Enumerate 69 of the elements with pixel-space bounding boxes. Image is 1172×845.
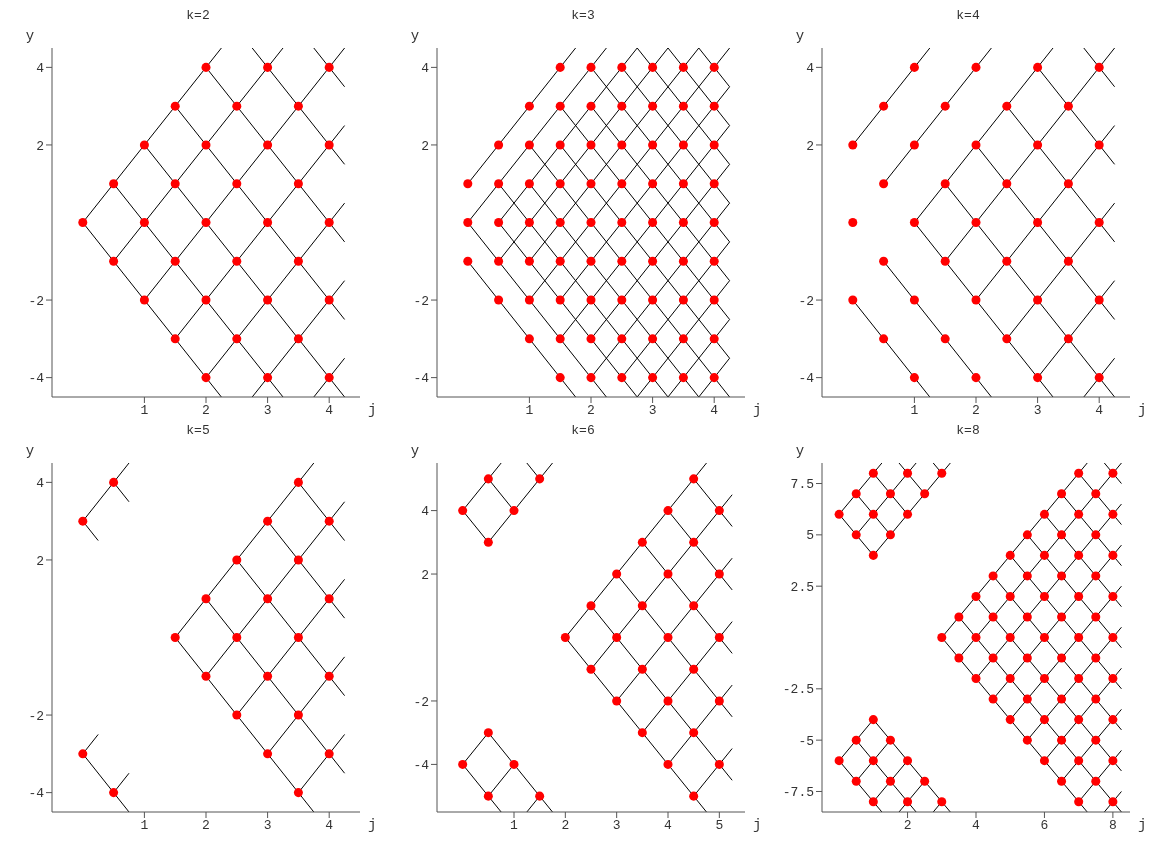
x-tick-label: 4 — [1095, 403, 1104, 419]
x-tick-label: 3 — [612, 818, 621, 834]
y-tick-label: -2 — [413, 694, 429, 710]
x-tick-label: 1 — [140, 818, 149, 834]
x-tick-label: 4 — [710, 403, 719, 419]
x-tick-label: 2 — [972, 403, 980, 419]
chart-title: k=6 — [570, 423, 596, 440]
x-tick-label: 2 — [561, 818, 570, 834]
y-tick-label: -2 — [798, 293, 814, 309]
x-axis-title: j — [368, 816, 377, 833]
y-tick-label: 4 — [421, 504, 430, 520]
x-tick-label: 1 — [140, 403, 149, 419]
y-tick-label: 4 — [806, 61, 815, 76]
y-axis-title: y — [410, 28, 420, 44]
y-tick-label: 4 — [36, 476, 45, 491]
y-axis-title: y — [410, 443, 420, 459]
x-tick-label: 3 — [648, 403, 657, 419]
y-tick-label: -4 — [413, 758, 430, 774]
y-tick-label: -2.5 — [782, 682, 814, 698]
y-axis-title: y — [25, 28, 35, 44]
y-axis-title: y — [795, 443, 805, 459]
y-tick-label: -4 — [798, 371, 815, 387]
y-tick-label: -2 — [28, 293, 44, 309]
x-tick-label: 3 — [263, 403, 272, 419]
chart-title: k=3 — [570, 8, 596, 25]
x-tick-label: 2 — [903, 818, 912, 834]
y-tick-label: 4 — [36, 61, 45, 76]
x-axis-title: j — [1138, 401, 1147, 418]
x-axis-title: j — [368, 401, 377, 418]
x-tick-label: 3 — [263, 818, 272, 834]
y-axis-title: y — [795, 28, 805, 44]
y-tick-label: 7.5 — [790, 477, 814, 493]
x-tick-label: 4 — [325, 403, 334, 419]
chart-title: k=8 — [955, 423, 981, 440]
y-tick-label: 2 — [36, 138, 44, 154]
y-tick-label: 2 — [806, 138, 814, 154]
x-tick-label: 2 — [202, 403, 210, 419]
y-tick-label: 5 — [806, 528, 814, 544]
y-tick-label: 2 — [421, 138, 429, 154]
y-tick-label: -7.5 — [782, 785, 814, 801]
x-tick-label: 1 — [910, 403, 919, 419]
x-axis-title: j — [753, 401, 762, 418]
x-tick-label: 3 — [1033, 403, 1042, 419]
x-tick-label: 5 — [715, 818, 724, 834]
x-tick-label: 2 — [202, 818, 210, 834]
x-tick-label: 6 — [1040, 818, 1049, 834]
y-tick-label: -2 — [413, 293, 429, 309]
x-tick-label: 4 — [972, 818, 981, 834]
x-tick-label: 8 — [1108, 818, 1117, 834]
y-tick-label: -2 — [28, 708, 44, 724]
y-tick-label: -4 — [28, 786, 45, 802]
y-tick-label: 2 — [36, 553, 44, 569]
chart-title: k=4 — [955, 8, 981, 25]
y-tick-label: 2.5 — [790, 579, 814, 595]
y-tick-label: -4 — [28, 371, 45, 387]
y-tick-label: -5 — [798, 733, 814, 749]
x-tick-label: 1 — [510, 818, 519, 834]
x-tick-label: 1 — [525, 403, 534, 419]
chart-title: k=5 — [185, 423, 211, 440]
y-tick-label: -4 — [413, 371, 430, 387]
x-axis-title: j — [753, 816, 762, 833]
y-axis-title: y — [25, 443, 35, 459]
y-tick-label: 4 — [421, 61, 430, 76]
x-tick-label: 2 — [587, 403, 595, 419]
y-tick-label: 2 — [421, 567, 429, 583]
x-axis-title: j — [1138, 816, 1147, 833]
x-tick-label: 4 — [664, 818, 673, 834]
chart-title: k=2 — [185, 8, 211, 25]
x-tick-label: 4 — [325, 818, 334, 834]
